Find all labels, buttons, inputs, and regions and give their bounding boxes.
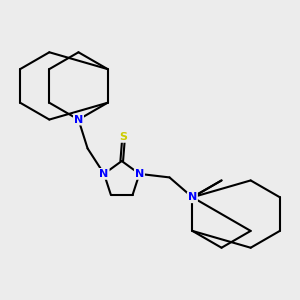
- Text: S: S: [120, 132, 128, 142]
- Text: N: N: [135, 169, 144, 179]
- Text: N: N: [74, 115, 83, 124]
- Text: N: N: [99, 169, 109, 179]
- Text: N: N: [188, 192, 197, 202]
